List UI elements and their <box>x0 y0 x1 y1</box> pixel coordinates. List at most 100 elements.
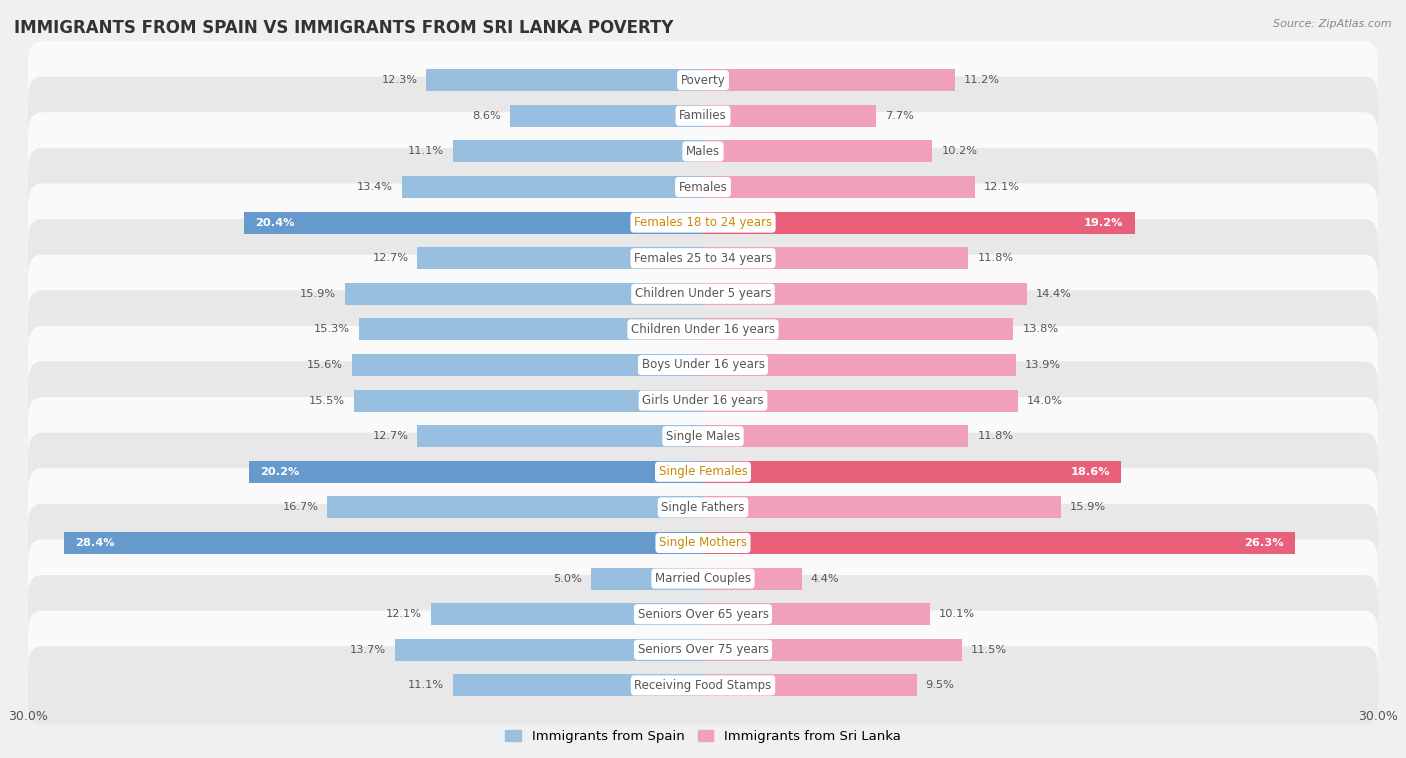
Bar <box>703 318 1014 340</box>
Bar <box>354 390 703 412</box>
Text: Males: Males <box>686 145 720 158</box>
Text: 11.1%: 11.1% <box>408 146 444 156</box>
Bar <box>328 496 703 518</box>
FancyBboxPatch shape <box>28 112 1378 190</box>
Text: 11.8%: 11.8% <box>977 431 1014 441</box>
Text: Single Fathers: Single Fathers <box>661 501 745 514</box>
Text: 28.4%: 28.4% <box>76 538 115 548</box>
FancyBboxPatch shape <box>28 326 1378 404</box>
FancyBboxPatch shape <box>28 148 1378 226</box>
Text: 12.7%: 12.7% <box>373 431 408 441</box>
Text: 10.1%: 10.1% <box>939 609 976 619</box>
Bar <box>245 211 703 233</box>
FancyBboxPatch shape <box>28 647 1378 725</box>
Text: Females 18 to 24 years: Females 18 to 24 years <box>634 216 772 229</box>
Bar <box>591 568 703 590</box>
Bar <box>703 354 1015 376</box>
Text: 16.7%: 16.7% <box>283 503 318 512</box>
Bar <box>426 69 703 91</box>
Bar <box>703 69 955 91</box>
Bar <box>703 496 1060 518</box>
FancyBboxPatch shape <box>28 397 1378 475</box>
Text: Seniors Over 75 years: Seniors Over 75 years <box>637 644 769 656</box>
Text: 15.9%: 15.9% <box>301 289 336 299</box>
Text: 11.8%: 11.8% <box>977 253 1014 263</box>
FancyBboxPatch shape <box>28 183 1378 262</box>
Text: 5.0%: 5.0% <box>553 574 582 584</box>
Text: Females 25 to 34 years: Females 25 to 34 years <box>634 252 772 265</box>
Text: Families: Families <box>679 109 727 122</box>
FancyBboxPatch shape <box>28 362 1378 440</box>
Text: Poverty: Poverty <box>681 74 725 86</box>
Bar <box>418 425 703 447</box>
FancyBboxPatch shape <box>28 540 1378 618</box>
Text: 11.5%: 11.5% <box>970 645 1007 655</box>
Bar <box>430 603 703 625</box>
Bar <box>703 461 1122 483</box>
Text: 13.8%: 13.8% <box>1022 324 1059 334</box>
FancyBboxPatch shape <box>28 504 1378 582</box>
Text: Source: ZipAtlas.com: Source: ZipAtlas.com <box>1274 19 1392 29</box>
FancyBboxPatch shape <box>28 468 1378 547</box>
Bar <box>418 247 703 269</box>
Bar <box>703 283 1026 305</box>
Text: 13.4%: 13.4% <box>357 182 392 192</box>
Text: Boys Under 16 years: Boys Under 16 years <box>641 359 765 371</box>
Bar <box>703 211 1135 233</box>
FancyBboxPatch shape <box>28 290 1378 368</box>
Bar <box>703 603 931 625</box>
Text: 4.4%: 4.4% <box>811 574 839 584</box>
Bar <box>703 532 1295 554</box>
Text: 19.2%: 19.2% <box>1084 218 1123 227</box>
Bar <box>509 105 703 127</box>
Bar <box>402 176 703 198</box>
Text: 12.7%: 12.7% <box>373 253 408 263</box>
Bar <box>703 425 969 447</box>
Text: 7.7%: 7.7% <box>886 111 914 121</box>
Bar <box>703 568 801 590</box>
Text: 11.1%: 11.1% <box>408 681 444 691</box>
Text: Children Under 16 years: Children Under 16 years <box>631 323 775 336</box>
Bar <box>703 390 1018 412</box>
Text: 20.4%: 20.4% <box>256 218 295 227</box>
Text: Single Males: Single Males <box>666 430 740 443</box>
Text: 10.2%: 10.2% <box>942 146 977 156</box>
Text: 26.3%: 26.3% <box>1244 538 1284 548</box>
Text: 15.5%: 15.5% <box>309 396 346 406</box>
Text: Single Females: Single Females <box>658 465 748 478</box>
Bar <box>453 675 703 697</box>
Text: 12.1%: 12.1% <box>984 182 1021 192</box>
Text: 13.9%: 13.9% <box>1025 360 1060 370</box>
FancyBboxPatch shape <box>28 611 1378 689</box>
FancyBboxPatch shape <box>28 575 1378 653</box>
Text: 15.3%: 15.3% <box>314 324 350 334</box>
Text: 14.0%: 14.0% <box>1026 396 1063 406</box>
Text: Married Couples: Married Couples <box>655 572 751 585</box>
Bar <box>249 461 703 483</box>
Bar <box>352 354 703 376</box>
Text: 14.4%: 14.4% <box>1036 289 1071 299</box>
Bar <box>703 675 917 697</box>
Text: Children Under 5 years: Children Under 5 years <box>634 287 772 300</box>
Text: 13.7%: 13.7% <box>350 645 385 655</box>
Text: 8.6%: 8.6% <box>472 111 501 121</box>
Bar <box>703 247 969 269</box>
Text: 15.9%: 15.9% <box>1070 503 1105 512</box>
Bar <box>395 639 703 661</box>
FancyBboxPatch shape <box>28 41 1378 119</box>
Text: 11.2%: 11.2% <box>965 75 1000 85</box>
Bar <box>703 639 962 661</box>
FancyBboxPatch shape <box>28 433 1378 511</box>
Text: 12.3%: 12.3% <box>381 75 418 85</box>
Bar <box>703 105 876 127</box>
Text: Seniors Over 65 years: Seniors Over 65 years <box>637 608 769 621</box>
FancyBboxPatch shape <box>28 77 1378 155</box>
Text: 9.5%: 9.5% <box>925 681 955 691</box>
Text: IMMIGRANTS FROM SPAIN VS IMMIGRANTS FROM SRI LANKA POVERTY: IMMIGRANTS FROM SPAIN VS IMMIGRANTS FROM… <box>14 19 673 37</box>
Text: Girls Under 16 years: Girls Under 16 years <box>643 394 763 407</box>
FancyBboxPatch shape <box>28 255 1378 333</box>
Bar <box>346 283 703 305</box>
Bar <box>65 532 703 554</box>
Bar <box>359 318 703 340</box>
Text: Receiving Food Stamps: Receiving Food Stamps <box>634 679 772 692</box>
